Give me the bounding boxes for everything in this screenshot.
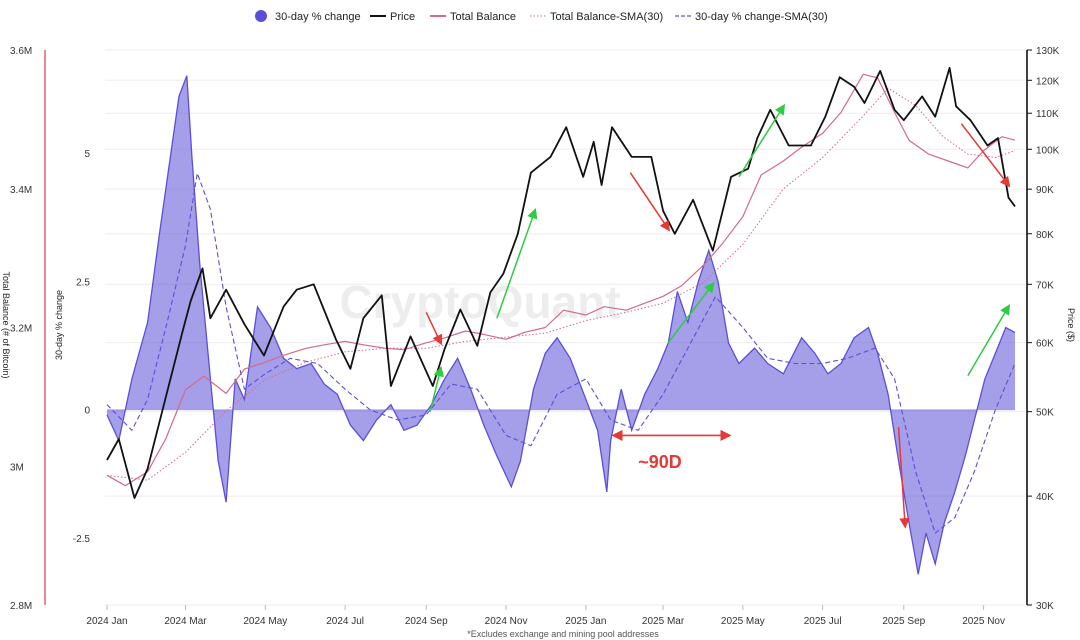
ninety-day-label: ~90D	[638, 452, 682, 472]
x-tick-label: 2025 Jul	[804, 616, 842, 627]
price-tick-label: 80K	[1036, 230, 1054, 241]
x-tick-label: 2024 Sep	[405, 616, 448, 627]
legend: 30-day % change Price Total Balance Total B…	[255, 10, 828, 23]
x-tick-label: 2025 Nov	[962, 616, 1005, 627]
red-arrow	[897, 427, 910, 529]
x-tick-label: 2025 Sep	[882, 616, 925, 627]
price-tick-label: 30K	[1036, 601, 1054, 612]
price-tick-label: 60K	[1036, 339, 1054, 350]
x-tick-label: 2025 May	[721, 616, 765, 627]
balance-tick-label: 2.8M	[10, 601, 32, 612]
watermark-text: CryptoQuant	[339, 276, 620, 328]
x-tick-label: 2024 Nov	[485, 616, 528, 627]
price-tick-label: 90K	[1036, 185, 1054, 196]
balance-tick-label: 3M	[10, 462, 24, 473]
legend-label: Total Balance-SMA(30)	[550, 11, 663, 23]
price-tick-label: 110K	[1036, 109, 1059, 120]
red-arrow	[629, 172, 670, 232]
pct-tick-label: 0	[84, 406, 90, 417]
balance-tick-label: 3.2M	[10, 324, 32, 335]
price-tick-label: 130K	[1036, 46, 1060, 57]
pct-tick-label: 2.5	[76, 277, 90, 288]
total-balance-line	[106, 73, 1016, 487]
pct-area-group	[106, 75, 1016, 575]
balance-ticks: 2.8M 3M 3.2M 3.4M 3.6M	[10, 46, 32, 612]
x-tick-label: 2024 Jul	[326, 616, 364, 627]
legend-label: Price	[390, 11, 415, 23]
green-arrow	[667, 281, 715, 344]
balance-tick-label: 3.4M	[10, 185, 32, 196]
balance-sma-line	[106, 87, 1016, 481]
pct-ticks: -2.5 0 2.5 5	[73, 149, 91, 545]
red-arrow	[425, 312, 443, 346]
red-arrow	[960, 123, 1011, 188]
price-tick-label: 120K	[1036, 76, 1060, 87]
x-tick-label: 2025 Mar	[642, 616, 685, 627]
green-arrow	[429, 365, 444, 412]
price-line-group	[106, 67, 1016, 499]
x-tick-label: 2024 Mar	[164, 616, 207, 627]
arrow-annotations	[425, 103, 1011, 529]
legend-label: Total Balance	[450, 11, 516, 23]
balance-tick-label: 3.6M	[10, 46, 32, 57]
green-arrow	[967, 303, 1010, 376]
legend-swatch-pct	[255, 10, 267, 22]
price-tick-label: 70K	[1036, 280, 1054, 291]
legend-label: 30-day % change	[275, 11, 361, 23]
footnote: *Excludes exchange and mining pool addre…	[467, 629, 659, 639]
pct-change-area	[107, 75, 1015, 575]
x-tick-label: 2024 Jan	[86, 616, 127, 627]
pct-tick-label: -2.5	[73, 534, 91, 545]
x-tick-label: 2025 Jan	[565, 616, 606, 627]
pct-change-line	[106, 75, 1016, 575]
balance-axis-title: Total Balance (# of Bitcoin)	[1, 271, 11, 378]
price-tick-label: 50K	[1036, 408, 1054, 419]
balance-lines	[106, 73, 1016, 487]
price-tick-label: 40K	[1036, 492, 1054, 503]
green-arrow	[738, 103, 786, 178]
price-tick-label: 100K	[1036, 145, 1060, 156]
x-ticks: 2024 Jan 2024 Mar 2024 May 2024 Jul 2024 Sep…	[86, 605, 1005, 627]
pct-axis-title: 30-day % change	[54, 290, 64, 360]
price-ticks: 30K 40K 50K 60K 70K 80K 90K 100K 110K 120K 130K	[1027, 46, 1060, 612]
price-line	[106, 67, 1016, 499]
x-tick-label: 2024 May	[243, 616, 287, 627]
legend-label: 30-day % change-SMA(30)	[695, 11, 828, 23]
price-axis-title: Price ($)	[1066, 308, 1076, 342]
green-arrow	[496, 207, 538, 319]
pct-tick-label: 5	[84, 149, 90, 160]
